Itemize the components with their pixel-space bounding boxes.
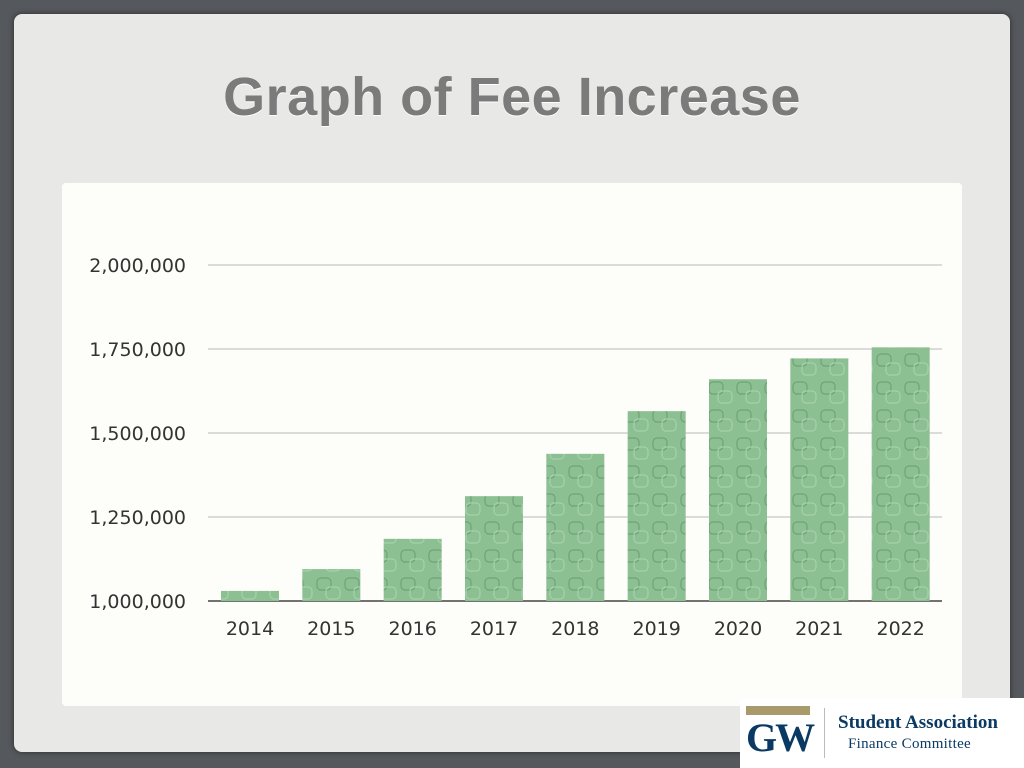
x-tick-label: 2017 — [470, 618, 518, 640]
bar-2019 — [627, 411, 686, 601]
gw-logo: GW Student Association Finance Committee — [740, 698, 1024, 768]
gw-mark: GW — [746, 715, 815, 760]
slide-title: Graph of Fee Increase — [223, 67, 801, 127]
x-tick-label: 2022 — [876, 618, 924, 640]
y-tick-label: 1,000,000 — [89, 591, 186, 613]
bar-2021 — [790, 358, 849, 601]
bar-2018 — [546, 453, 605, 601]
y-tick-label: 1,250,000 — [89, 507, 186, 529]
gw-logo-bar — [746, 706, 810, 715]
x-tick-label: 2019 — [632, 618, 680, 640]
x-tick-label: 2018 — [551, 618, 599, 640]
bar-chart: 1,000,000 1,250,000 1,500,000 1,750,000 2,00… — [89, 255, 942, 640]
logo-subtitle: Finance Committee — [848, 736, 971, 752]
x-tick-label: 2016 — [388, 618, 436, 640]
gw-monogram: GW — [746, 706, 815, 760]
bar-2016 — [383, 538, 442, 601]
bar-2020 — [709, 379, 767, 601]
chart-panel: 1,000,000 1,250,000 1,500,000 1,750,000 2,00… — [62, 183, 962, 706]
y-tick-label: 1,750,000 — [89, 339, 186, 361]
x-tick-label: 2021 — [795, 618, 843, 640]
bar-2017 — [465, 496, 523, 601]
y-tick-label: 1,500,000 — [89, 423, 186, 445]
bar-2014 — [221, 590, 279, 601]
logo-divider — [824, 708, 825, 758]
bar-2015 — [302, 569, 361, 601]
y-tick-label: 2,000,000 — [89, 255, 186, 277]
logo-org-name: Student Association — [838, 712, 998, 733]
bar-2022 — [871, 347, 930, 601]
x-tick-label: 2015 — [307, 618, 355, 640]
x-tick-label: 2020 — [714, 618, 762, 640]
x-tick-label: 2014 — [226, 618, 274, 640]
